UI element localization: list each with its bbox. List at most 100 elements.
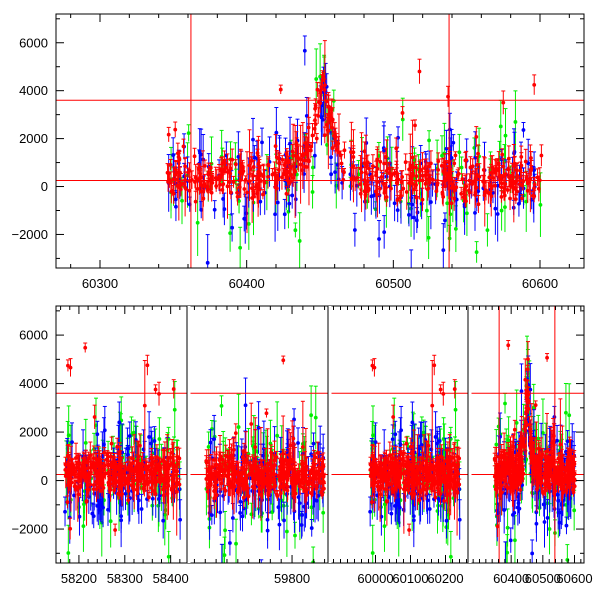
data-point <box>293 533 297 538</box>
data-point <box>168 180 173 185</box>
data-point <box>273 182 278 186</box>
data-point <box>401 186 406 191</box>
data-point <box>329 107 334 112</box>
data-point <box>440 190 445 195</box>
top-panel: −2000 0 2000 4000 6000 60300 60400 60500 60600 <box>11 13 585 291</box>
data-point <box>94 487 99 492</box>
data-point <box>223 528 227 533</box>
data-point <box>244 211 249 216</box>
data-point <box>251 189 256 194</box>
data-point <box>318 74 323 79</box>
data-point <box>459 165 464 170</box>
data-point <box>76 461 80 466</box>
data-point <box>296 156 301 161</box>
data-point <box>86 488 91 492</box>
data-point <box>72 484 77 489</box>
data-point <box>162 512 167 517</box>
data-point <box>238 170 242 175</box>
data-point <box>193 199 198 204</box>
data-point <box>138 443 142 448</box>
data-point <box>205 260 210 265</box>
data-point <box>407 212 411 217</box>
data-point <box>445 201 450 206</box>
data-point <box>70 440 74 445</box>
data-point <box>495 183 500 188</box>
data-point <box>233 162 238 167</box>
data-point <box>462 187 467 192</box>
data-point <box>501 100 506 105</box>
data-point <box>297 501 302 506</box>
data-point <box>86 456 91 461</box>
data-point <box>172 407 177 412</box>
data-point <box>287 169 292 174</box>
data-point <box>331 99 336 103</box>
data-point <box>399 193 403 198</box>
data-point <box>399 180 404 185</box>
data-point <box>256 425 261 430</box>
data-point <box>92 466 97 470</box>
data-point <box>496 168 501 173</box>
data-point <box>342 170 346 175</box>
data-point <box>487 175 492 180</box>
y-tick-label: 4000 <box>19 83 48 98</box>
data-point <box>180 198 184 203</box>
data-point <box>237 185 242 190</box>
data-point <box>275 200 280 205</box>
data-point <box>166 554 171 559</box>
data-point <box>127 474 132 479</box>
data-point <box>75 486 80 491</box>
data-point <box>255 151 260 155</box>
data-point <box>236 154 241 159</box>
data-point <box>303 141 308 146</box>
data-point <box>532 82 537 87</box>
data-point <box>173 484 177 489</box>
data-point <box>309 413 314 418</box>
data-point <box>137 470 142 475</box>
data-point <box>311 560 316 563</box>
data-point <box>476 202 481 207</box>
data-point <box>63 474 68 479</box>
data-point <box>161 458 166 463</box>
x-tick-label: 60400 <box>229 276 265 291</box>
data-point <box>178 187 183 192</box>
data-point <box>284 529 289 534</box>
data-point <box>251 165 256 169</box>
data-point <box>175 469 180 474</box>
data-point <box>473 210 477 215</box>
data-point <box>92 415 97 419</box>
data-point <box>222 207 227 212</box>
data-point <box>230 516 235 520</box>
data-point <box>500 152 505 157</box>
data-point <box>153 491 158 496</box>
data-point <box>173 127 178 132</box>
data-point <box>491 176 496 180</box>
data-point <box>524 199 529 204</box>
data-point <box>309 526 314 530</box>
data-point <box>222 553 227 558</box>
data-point <box>228 231 233 236</box>
data-point <box>318 101 323 106</box>
data-point <box>453 227 458 231</box>
data-point <box>79 471 84 475</box>
data-point <box>452 161 457 166</box>
data-point <box>506 156 511 161</box>
data-point <box>203 163 207 168</box>
data-point <box>321 74 326 79</box>
data-point <box>157 392 161 396</box>
data-point <box>403 160 408 165</box>
data-point <box>474 250 479 255</box>
data-point <box>370 176 375 181</box>
data-point <box>481 167 486 172</box>
data-point <box>150 480 155 485</box>
data-point <box>115 444 120 449</box>
data-point <box>169 487 174 492</box>
data-point <box>383 155 388 159</box>
data-point <box>76 464 81 469</box>
data-point <box>284 152 289 157</box>
data-point <box>283 163 287 168</box>
data-point <box>68 526 73 531</box>
y-tick-label: 0 <box>41 179 48 194</box>
data-point <box>99 488 104 493</box>
data-point <box>69 467 73 471</box>
data-point <box>426 235 431 240</box>
